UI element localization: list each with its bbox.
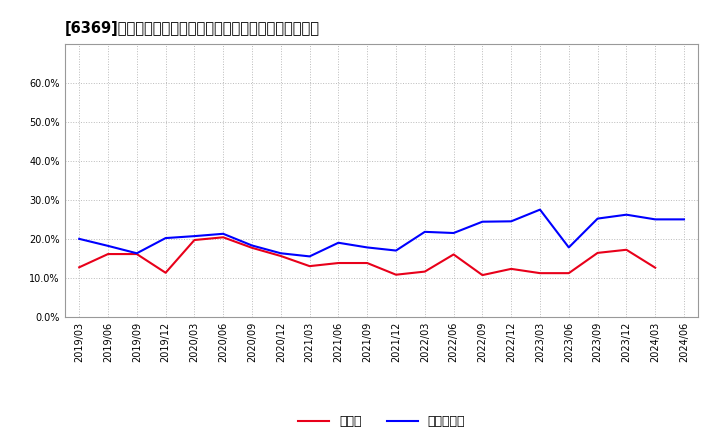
有利子負債 [75, 236, 84, 242]
現願金 [392, 272, 400, 277]
現願金 [305, 264, 314, 269]
有利子負債 [651, 217, 660, 222]
現願金 [564, 271, 573, 276]
現願金 [219, 235, 228, 240]
現願金 [334, 260, 343, 266]
Line: 有利子負債: 有利子負債 [79, 209, 684, 257]
有利子負債 [593, 216, 602, 221]
有利子負債 [219, 231, 228, 236]
現願金 [449, 252, 458, 257]
現願金 [507, 266, 516, 271]
有利子負債 [161, 235, 170, 241]
有利子負債 [680, 217, 688, 222]
有利子負債 [536, 207, 544, 212]
現願金 [104, 251, 112, 257]
有利子負債 [420, 229, 429, 235]
有利子負債 [392, 248, 400, 253]
現願金 [248, 245, 256, 250]
有利子負債 [190, 234, 199, 239]
現願金 [161, 270, 170, 275]
現願金 [478, 272, 487, 278]
有利子負債 [564, 245, 573, 250]
現願金 [363, 260, 372, 266]
有利子負債 [478, 219, 487, 224]
有利子負債 [334, 240, 343, 246]
有利子負債 [276, 251, 285, 256]
現願金 [276, 253, 285, 259]
有利子負債 [248, 243, 256, 248]
Text: [6369]　現願金、有利子負債の総資産に対する比率の推移: [6369] 現願金、有利子負債の総資産に対する比率の推移 [65, 21, 320, 36]
現願金 [593, 250, 602, 256]
現願金 [622, 247, 631, 253]
有利子負債 [104, 243, 112, 249]
有利子負債 [132, 251, 141, 256]
現願金 [132, 251, 141, 257]
現願金 [75, 265, 84, 270]
有利子負債 [622, 212, 631, 217]
有利子負債 [363, 245, 372, 250]
現願金 [651, 265, 660, 270]
有利子負債 [449, 231, 458, 236]
有利子負債 [305, 254, 314, 259]
現願金 [420, 269, 429, 274]
Legend: 現願金, 有利子負債: 現願金, 有利子負債 [293, 411, 470, 433]
現願金 [536, 271, 544, 276]
有利子負債 [507, 219, 516, 224]
Line: 現願金: 現願金 [79, 237, 655, 275]
現願金 [190, 238, 199, 243]
